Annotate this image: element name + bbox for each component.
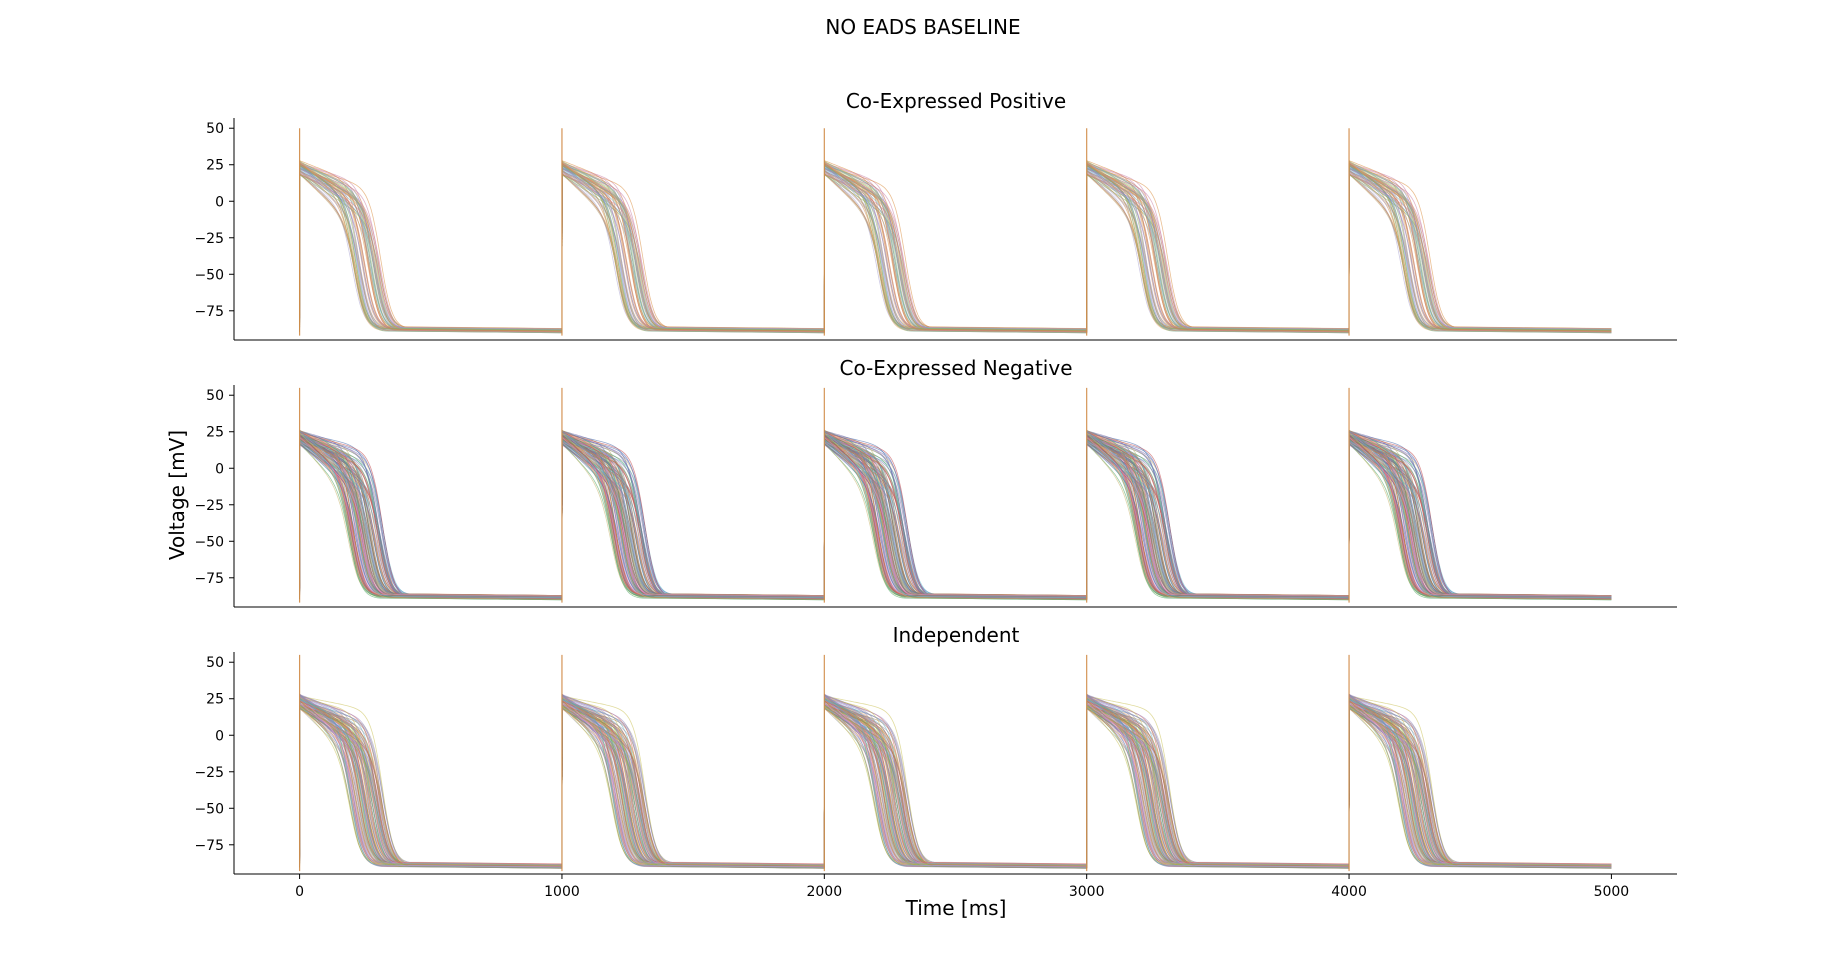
trace-line — [299, 694, 1612, 868]
y-tick-label: −25 — [194, 231, 224, 247]
panel-title: Co-Expressed Positive — [846, 89, 1066, 113]
trace-line — [299, 159, 1612, 333]
trace-line — [299, 440, 1612, 597]
y-tick-label: 0 — [215, 461, 224, 477]
trace-line — [299, 442, 1612, 598]
y-tick-label: −50 — [194, 534, 224, 550]
y-tick-label: −50 — [194, 267, 224, 283]
trace-line — [299, 173, 1612, 332]
y-tick-label: 25 — [206, 425, 224, 441]
x-tick-label: 1000 — [544, 884, 580, 900]
traces — [298, 128, 1612, 336]
x-tick-label: 0 — [295, 884, 304, 900]
trace-line — [299, 430, 1612, 599]
panels: Co-Expressed Positive50250−25−50−75Co-Ex… — [194, 89, 1677, 900]
y-tick-label: 25 — [206, 158, 224, 174]
trace-line — [299, 165, 1612, 331]
trace-line — [299, 707, 1612, 868]
x-tick-label: 4000 — [1331, 884, 1367, 900]
trace-line — [299, 430, 1612, 597]
y-tick-label: 50 — [206, 121, 224, 137]
panel-1: Co-Expressed Positive 50 25 0 −25 −50 −75 — [194, 89, 1677, 341]
traces — [298, 387, 1612, 603]
x-tick-label: 5000 — [1594, 884, 1630, 900]
trace-line — [299, 436, 1612, 597]
trace-line — [299, 171, 1612, 330]
y-tick-label: 0 — [215, 728, 224, 744]
x-axis-label: Time [ms] — [905, 896, 1007, 920]
panel-title: Co-Expressed Negative — [840, 356, 1073, 380]
trace-line — [299, 435, 1612, 596]
y-tick-label: −25 — [194, 765, 224, 781]
trace-line — [299, 163, 1612, 332]
trace-line — [299, 695, 1612, 866]
trace-line — [299, 430, 1612, 600]
panel-3: Independent 50 25 0 −25 −50 −75 0 1000 2000 3000 40… — [194, 623, 1677, 900]
trace-line — [299, 437, 1612, 598]
y-tick-label: 50 — [206, 655, 224, 671]
trace-line — [299, 164, 1612, 331]
panel-2: Co-Expressed Negative 50 25 0 −25 −50 −75 — [194, 356, 1677, 608]
trace-line — [299, 160, 1612, 334]
x-tick-label: 2000 — [806, 884, 842, 900]
trace-line — [299, 167, 1612, 334]
x-tick-label: 3000 — [1069, 884, 1105, 900]
trace-line — [299, 430, 1612, 599]
y-tick-label: −75 — [194, 838, 224, 854]
traces — [298, 654, 1612, 872]
y-tick-label: 25 — [206, 692, 224, 708]
trace-line — [299, 432, 1612, 600]
trace-line — [299, 703, 1612, 866]
trace-line — [299, 702, 1612, 868]
panel-title: Independent — [893, 623, 1020, 647]
trace-line — [299, 163, 1612, 332]
trace-line — [299, 169, 1612, 334]
y-tick-label: −50 — [194, 801, 224, 817]
y-tick-label: 50 — [206, 388, 224, 404]
trace-line — [299, 695, 1612, 869]
y-tick-label: −75 — [194, 571, 224, 587]
figure-title: NO EADS BASELINE — [825, 15, 1020, 39]
trace-line — [299, 699, 1612, 866]
y-tick-label: −25 — [194, 498, 224, 514]
y-tick-label: 0 — [215, 194, 224, 210]
y-axis-label: Voltage [mV] — [165, 430, 189, 560]
trace-line — [299, 698, 1612, 869]
trace-line — [299, 442, 1612, 598]
trace-line — [299, 436, 1612, 598]
y-tick-label: −75 — [194, 304, 224, 320]
trace-line — [299, 698, 1612, 866]
